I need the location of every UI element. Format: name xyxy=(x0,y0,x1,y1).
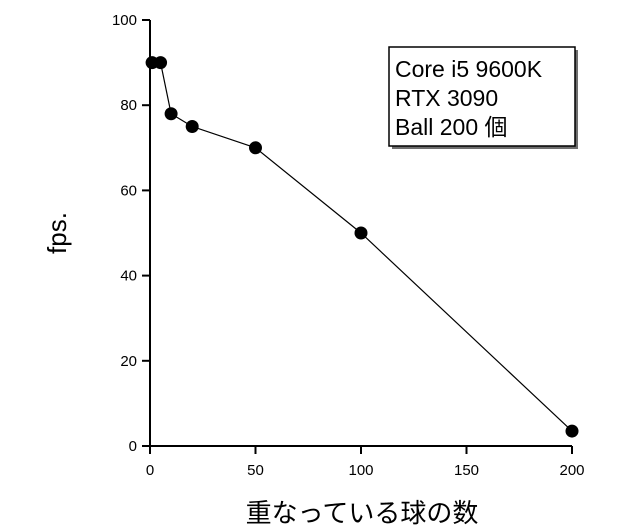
data-point xyxy=(354,226,368,240)
data-point xyxy=(154,56,168,70)
x-axis-label: 重なっている球の数 xyxy=(246,498,479,528)
data-point xyxy=(565,424,579,438)
y-ticks: 0 20 40 60 80 100 xyxy=(112,12,150,455)
y-tick-label: 20 xyxy=(120,353,137,370)
data-point xyxy=(249,141,262,155)
x-tick-label: 150 xyxy=(454,462,479,479)
data-point xyxy=(164,107,178,121)
y-tick-label: 80 xyxy=(120,97,137,114)
legend-box xyxy=(388,46,576,147)
series-layer xyxy=(145,56,579,438)
legend-line-1: Core i5 9600K xyxy=(395,56,543,82)
x-ticks: 0 50 100 150 200 xyxy=(146,446,585,479)
y-tick-label: 40 xyxy=(120,268,137,285)
y-tick-label: 60 xyxy=(120,182,137,199)
y-axis-label: fps. xyxy=(42,212,72,254)
x-tick-label: 50 xyxy=(247,462,264,479)
y-tick-label: 0 xyxy=(129,438,137,455)
legend: Core i5 9600K RTX 3090 Ball 200 個 xyxy=(388,46,578,149)
data-point xyxy=(185,120,199,133)
x-tick-label: 0 xyxy=(146,462,154,479)
x-tick-label: 200 xyxy=(559,462,584,479)
legend-line-3: Ball 200 個 xyxy=(395,114,508,140)
legend-line-2: RTX 3090 xyxy=(395,85,498,111)
x-tick-label: 100 xyxy=(348,462,373,479)
y-tick-label: 100 xyxy=(112,12,137,29)
